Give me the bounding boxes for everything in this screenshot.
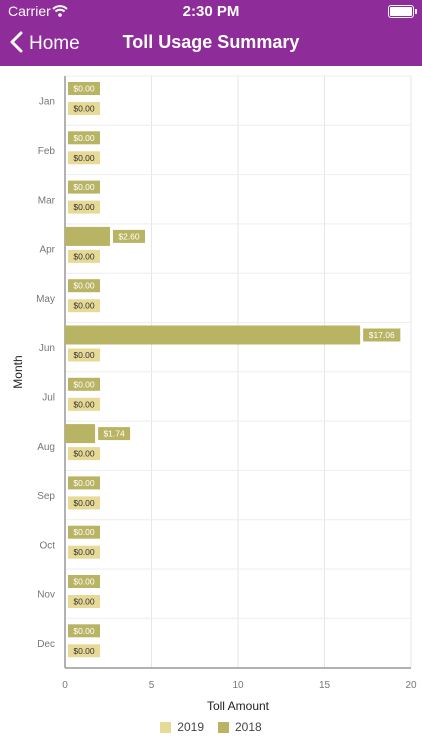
x-tick-label: 10 <box>232 680 244 691</box>
y-tick-label: Nov <box>37 590 55 601</box>
data-label: $0.00 <box>73 478 95 488</box>
y-tick-label: May <box>36 294 55 305</box>
x-tick-label: 15 <box>319 680 331 691</box>
data-label: $2.60 <box>118 231 140 241</box>
y-tick-label: Apr <box>39 245 55 256</box>
data-label-bg <box>68 249 100 263</box>
battery-icon <box>388 5 417 18</box>
data-label-bg <box>68 348 100 362</box>
data-label: $0.00 <box>73 301 95 311</box>
x-tick-label: 5 <box>149 680 155 691</box>
data-label-bg <box>363 328 401 342</box>
data-label-bg <box>68 279 100 293</box>
data-label-bg <box>68 299 100 313</box>
back-button[interactable]: Home <box>10 30 80 58</box>
data-label: $0.00 <box>73 350 95 360</box>
bar-2018 <box>65 424 96 444</box>
data-label-bg <box>68 476 100 490</box>
y-tick-label: Jun <box>39 343 55 354</box>
carrier-label: Carrier <box>8 3 51 19</box>
data-label-bg <box>68 595 100 608</box>
data-label: $0.00 <box>73 104 95 114</box>
legend-swatch-2018 <box>218 721 229 733</box>
data-label: $0.00 <box>73 399 95 409</box>
data-label-bg <box>98 427 131 441</box>
y-tick-label: Sep <box>37 491 55 502</box>
data-label-bg <box>68 397 100 411</box>
data-label: $0.00 <box>73 182 95 192</box>
data-label-bg <box>68 496 100 510</box>
bar-2018 <box>65 226 110 246</box>
data-label-bg <box>68 82 100 95</box>
data-label-bg <box>68 151 100 165</box>
data-label-bg <box>68 545 100 559</box>
legend-item-2019[interactable]: 2019 <box>160 720 204 734</box>
status-time: 2:30 PM <box>182 3 240 20</box>
data-label: $0.00 <box>73 498 95 508</box>
data-label: $1.74 <box>103 429 125 439</box>
data-label-bg <box>68 200 100 214</box>
data-label-bg <box>68 624 100 638</box>
y-tick-label: Jan <box>39 97 55 108</box>
y-tick-label: Oct <box>39 540 55 551</box>
legend-item-2018[interactable]: 2018 <box>218 720 262 734</box>
data-label: $0.00 <box>73 251 95 261</box>
data-label: $0.00 <box>73 84 95 94</box>
data-label-bg <box>68 644 100 658</box>
app-header: Carrier 2:30 PM Home Toll Usage Summary <box>0 0 422 66</box>
toll-usage-chart: 0 5 10 15 20 Jan $0.00 $0.00 Feb $0.00 $0.00 Mar $0.… <box>11 75 417 713</box>
data-label: $0.00 <box>73 646 95 656</box>
data-label-bg <box>68 525 100 539</box>
data-label-bg <box>68 377 100 391</box>
x-tick-label: 0 <box>62 680 68 691</box>
legend-swatch-2019 <box>160 721 172 733</box>
data-label: $0.00 <box>73 202 95 212</box>
status-bar: Carrier 2:30 PM <box>0 0 422 22</box>
y-tick-label: Aug <box>37 442 55 453</box>
data-label: $0.00 <box>73 527 95 537</box>
data-label: $0.00 <box>73 153 95 163</box>
data-label: $0.00 <box>73 597 95 607</box>
y-tick-label: Mar <box>38 195 56 206</box>
back-label: Home <box>29 33 80 54</box>
data-label: $0.00 <box>73 379 95 389</box>
data-label-bg <box>68 180 100 194</box>
page-title: Toll Usage Summary <box>122 32 300 52</box>
bar-2018 <box>65 325 361 345</box>
y-tick-label: Jul <box>42 392 55 403</box>
nav-bar: Home Toll Usage Summary <box>0 22 422 66</box>
x-axis-title: Toll Amount <box>207 699 270 713</box>
data-label-bg <box>68 102 100 115</box>
y-tick-label: Feb <box>38 146 56 157</box>
data-label: $0.00 <box>73 626 95 636</box>
data-label-bg <box>68 447 100 461</box>
data-label-bg <box>68 131 100 145</box>
data-label-bg <box>112 229 145 243</box>
y-tick-label: Dec <box>37 639 55 650</box>
data-label: $0.00 <box>73 577 95 587</box>
x-tick-label: 20 <box>405 680 417 691</box>
chevron-left-icon <box>10 31 23 58</box>
data-label: $17.06 <box>369 330 395 340</box>
data-label-bg <box>68 575 100 588</box>
legend-label-2019: 2019 <box>177 720 204 734</box>
data-label: $0.00 <box>73 281 95 291</box>
data-label: $0.00 <box>73 133 95 143</box>
y-axis-title: Month <box>11 355 25 388</box>
chart-legend: 2019 2018 <box>0 720 422 734</box>
legend-label-2018: 2018 <box>235 720 262 734</box>
data-label: $0.00 <box>73 449 95 459</box>
data-label: $0.00 <box>73 547 95 557</box>
wifi-icon <box>52 4 68 22</box>
